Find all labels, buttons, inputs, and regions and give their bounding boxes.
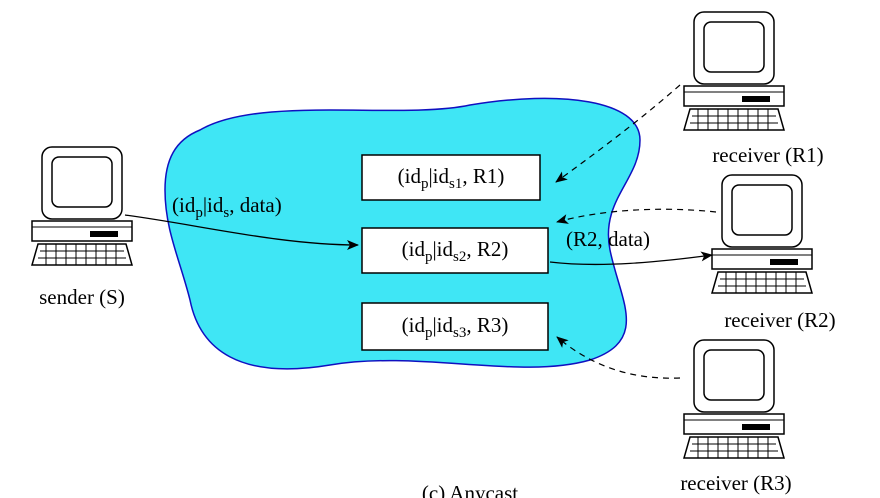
label-part: (id (402, 237, 426, 261)
sender-label: sender (S) (39, 285, 125, 309)
diagram: sender (S) receiver (R1) receiver (R2) r… (0, 0, 880, 498)
label-part: , R3) (466, 313, 508, 337)
label-part: |id (428, 164, 449, 188)
label-part: (id (402, 313, 426, 337)
label-part: , data) (229, 193, 281, 217)
sender-computer (32, 147, 132, 265)
receiver-label: receiver (R1) (712, 143, 823, 167)
label-part: |id (432, 313, 453, 337)
subscript: p (421, 176, 429, 192)
deliver-label: (R2, data) (566, 227, 650, 251)
subscript: s3 (453, 325, 466, 341)
label-part: |id (203, 193, 224, 217)
subscript: p (425, 249, 433, 265)
label-part: , R2) (466, 237, 508, 261)
subscript: s1 (449, 176, 462, 192)
subscript: s2 (453, 249, 466, 265)
caption: (c) Anycast (422, 481, 518, 498)
label-part: , R1) (462, 164, 504, 188)
receiver-computer (684, 340, 784, 458)
label-part: (R2, data) (566, 227, 650, 251)
label-part: (id (172, 193, 196, 217)
subscript: p (425, 325, 433, 341)
receiver-computer (712, 175, 812, 293)
receiver-label: receiver (R2) (724, 308, 835, 332)
receiver-label: receiver (R3) (680, 471, 791, 495)
receiver-computer (684, 12, 784, 130)
label-part: (id (398, 164, 422, 188)
label-part: |id (432, 237, 453, 261)
subscript: p (195, 205, 203, 221)
